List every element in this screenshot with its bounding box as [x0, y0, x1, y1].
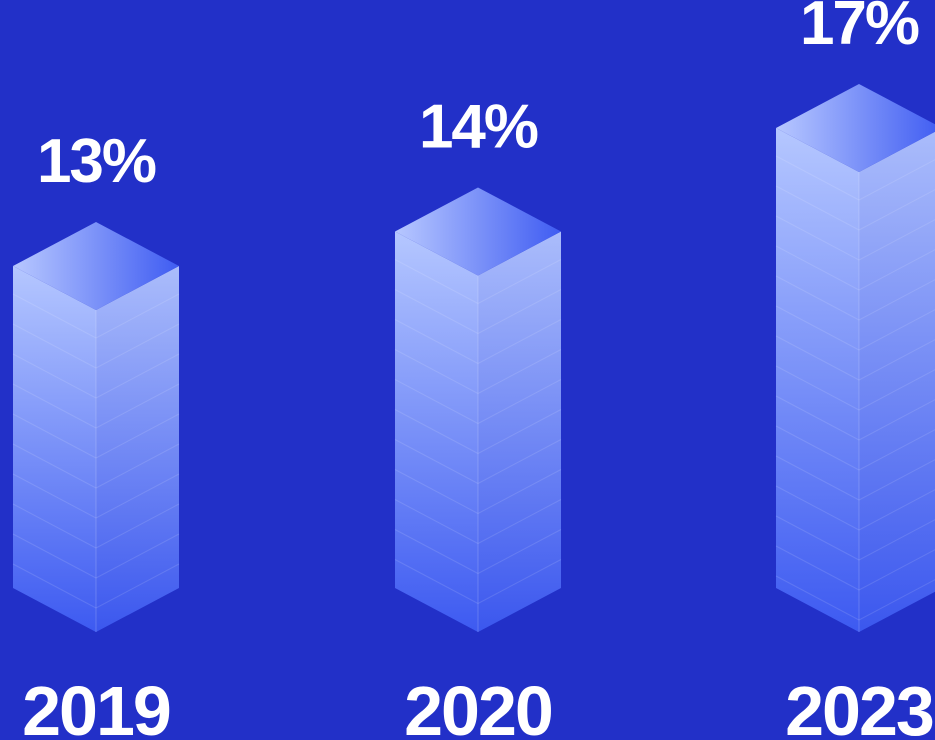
category-label-2019: 2019 — [22, 672, 170, 740]
value-label-2020: 14% — [419, 93, 538, 162]
bar-stripe — [775, 305, 860, 351]
bar-stripe — [12, 353, 97, 399]
bar-stripe — [394, 259, 479, 304]
bar-stripe — [775, 455, 860, 501]
bar-stripe — [95, 383, 180, 429]
bar-stripe — [477, 499, 562, 544]
bar-stripe — [477, 409, 562, 454]
bar-stripe — [95, 443, 180, 489]
bar-stripe — [95, 473, 180, 519]
bar-stripes — [775, 155, 935, 621]
bar-stripe — [12, 383, 97, 429]
bars-layer — [12, 84, 935, 632]
bar-stripe — [12, 503, 97, 549]
bar-stripe — [477, 379, 562, 424]
bar-stripe — [394, 559, 479, 604]
bar-stripe — [12, 473, 97, 519]
bar-stripe — [858, 279, 935, 321]
bar-stripe — [12, 443, 97, 489]
bar-right-face — [859, 131, 935, 632]
category-label-2020: 2020 — [404, 672, 552, 740]
bar-stripe — [858, 429, 935, 471]
bar-stripe — [394, 529, 479, 574]
bar-stripe — [394, 409, 479, 454]
bar-stripe — [394, 499, 479, 544]
bar-top-face — [776, 84, 935, 172]
bar-stripe — [95, 533, 180, 579]
bar-stripe — [477, 289, 562, 334]
bar-stripe — [394, 379, 479, 424]
bar-left-face — [13, 266, 96, 632]
bar-stripe — [775, 245, 860, 291]
bar-stripe — [775, 365, 860, 411]
bar-top-face — [13, 222, 179, 310]
bar-2019 — [12, 222, 180, 632]
bar-stripe — [858, 579, 935, 621]
bar-stripe — [95, 503, 180, 549]
bar-stripe — [394, 349, 479, 394]
bar-stripe — [95, 293, 180, 339]
bar-top-face — [395, 187, 561, 276]
bar-stripe — [394, 319, 479, 364]
bar-stripe — [775, 485, 860, 531]
bar-stripe — [477, 319, 562, 364]
bar-left-face — [776, 128, 859, 632]
bar-stripe — [12, 323, 97, 369]
bar-stripe — [477, 349, 562, 394]
bar-stripe — [858, 519, 935, 561]
bar-2023 — [775, 84, 935, 632]
bar-stripe — [858, 369, 935, 411]
bar-stripe — [12, 563, 97, 609]
bar-2020 — [394, 187, 562, 632]
category-label-2023: 2023 — [785, 672, 933, 740]
bar-stripe — [858, 549, 935, 591]
bar-stripe — [775, 515, 860, 561]
bar-stripes — [12, 293, 180, 609]
bar-stripe — [775, 155, 860, 201]
bar-left-face — [395, 231, 478, 632]
bar-stripe — [394, 289, 479, 334]
bar-stripe — [477, 469, 562, 514]
bar-stripe — [394, 439, 479, 484]
bar-stripe — [858, 219, 935, 261]
bar-stripe — [775, 335, 860, 381]
bar-stripe — [858, 249, 935, 291]
bar-stripe — [477, 529, 562, 574]
bar-right-face — [478, 231, 561, 632]
bar-stripe — [858, 339, 935, 381]
bar-stripe — [775, 215, 860, 261]
value-label-2023: 17% — [800, 0, 919, 58]
bar-stripe — [477, 439, 562, 484]
bar-stripe — [12, 533, 97, 579]
bar-stripe — [95, 353, 180, 399]
bar-right-face — [96, 266, 179, 632]
bar-stripe — [858, 399, 935, 441]
bar-stripe — [477, 259, 562, 304]
bar-stripe — [775, 575, 860, 621]
bar-stripe — [858, 159, 935, 201]
bar-stripe — [858, 489, 935, 531]
bar-stripe — [775, 185, 860, 231]
bar-stripe — [12, 413, 97, 459]
bar-stripe — [775, 395, 860, 441]
bar-stripe — [95, 323, 180, 369]
bar-stripe — [95, 563, 180, 609]
bar-stripe — [12, 293, 97, 339]
bar-stripe — [775, 425, 860, 471]
bar-stripe — [775, 275, 860, 321]
bar-stripe — [858, 459, 935, 501]
bar-stripe — [858, 309, 935, 351]
bar-stripe — [858, 189, 935, 231]
bar-stripe — [775, 545, 860, 591]
labels-layer: 13% 2019 14% 2020 17% 2023 — [22, 0, 935, 740]
bar-stripes — [394, 259, 562, 604]
bar-stripe — [394, 469, 479, 514]
bar-stripe — [477, 559, 562, 604]
value-label-2019: 13% — [37, 127, 156, 196]
bar-stripe — [95, 413, 180, 459]
